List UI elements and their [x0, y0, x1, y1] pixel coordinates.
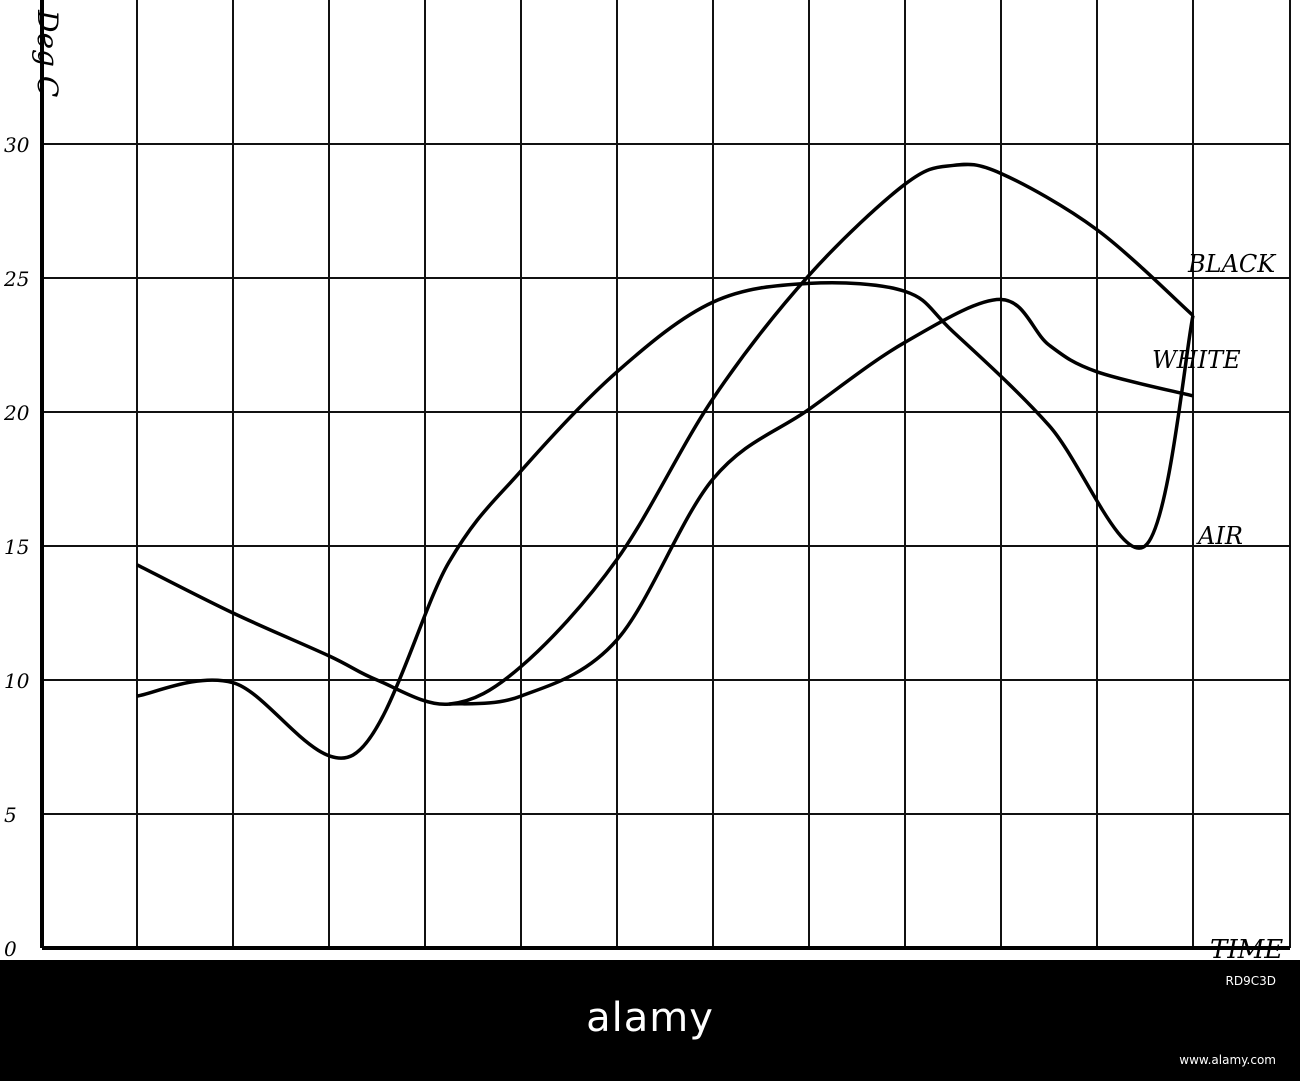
series-line-white	[448, 297, 1194, 706]
x-tick-8: 4	[896, 958, 912, 960]
x-tick-9: 6	[993, 958, 1008, 960]
x-tick-6: N	[702, 958, 725, 960]
x-tick-5: 10	[602, 958, 633, 960]
y-tick-0: 0	[4, 937, 17, 960]
chart-area: M 2 4 6 8 10 N 2 4 6 8 10 0 5 10 15 20 25 30 Deg C TIME B…	[0, 0, 1300, 960]
x-tick-4: 8	[513, 958, 528, 960]
line-chart: M 2 4 6 8 10 N 2 4 6 8 10 0 5 10 15 20 25 30 Deg C TIME B…	[3, 0, 1291, 960]
y-tick-30: 30	[4, 133, 30, 157]
chart-grid	[41, 0, 1291, 948]
y-tick-5: 5	[4, 803, 17, 827]
x-tick-7: 2	[800, 958, 816, 960]
y-tick-25: 25	[3, 267, 29, 291]
series-label-white: WHITE	[1152, 346, 1241, 374]
x-tick-3: 6	[417, 958, 432, 960]
image-id: RD9C3D	[1225, 974, 1276, 988]
x-tick-2: 4	[320, 958, 336, 960]
x-tick-0: M	[124, 958, 151, 960]
watermark-footer: alamy RD9C3D www.alamy.com	[0, 960, 1300, 1081]
y-tick-20: 20	[3, 401, 30, 425]
series-label-black: BLACK	[1187, 250, 1277, 278]
y-tick-15: 15	[4, 535, 29, 559]
x-tick-labels: M 2 4 6 8 10 N 2 4 6 8 10	[124, 958, 1209, 960]
series-group	[136, 162, 1195, 760]
series-line-white	[136, 162, 1195, 706]
series-line-black	[136, 280, 1195, 760]
x-tick-11: 10	[1178, 958, 1209, 960]
y-tick-labels: 0 5 10 15 20 25 30	[3, 133, 30, 960]
brand-logo: alamy	[586, 995, 714, 1041]
chart-axes	[40, 0, 1290, 950]
x-tick-1: 2	[224, 958, 240, 960]
x-tick-10: 8	[1089, 958, 1104, 960]
y-axis-title: Deg C	[31, 9, 64, 97]
series-label-air: AIR	[1196, 522, 1243, 550]
y-tick-10: 10	[4, 669, 30, 693]
watermark-url: www.alamy.com	[1179, 1053, 1276, 1067]
series-labels: BLACK WHITE AIR	[1152, 250, 1277, 550]
x-axis-title: TIME	[1210, 935, 1283, 960]
